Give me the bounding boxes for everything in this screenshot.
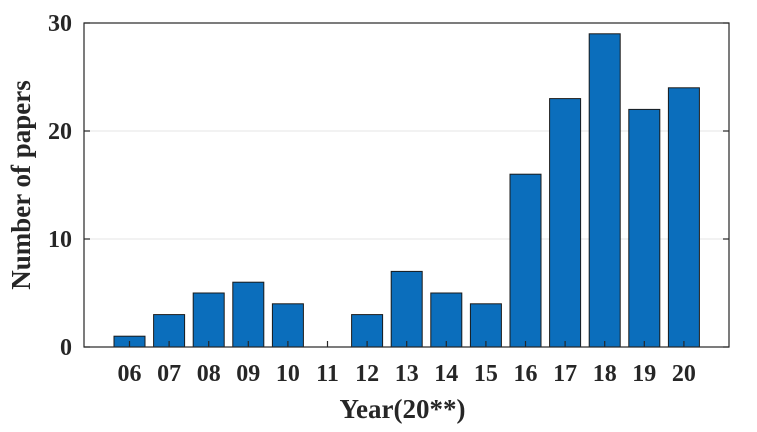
x-tick-label-16: 16 [514,361,538,387]
x-tick-label-17: 17 [553,361,577,387]
y-tick-label: 30 [48,11,72,37]
x-tick-label-20: 20 [672,361,696,387]
bar-14 [430,292,463,348]
bar-10 [271,303,304,348]
x-tick-label-06: 06 [118,361,142,387]
y-tick-label: 10 [48,227,72,253]
y-tick-label: 20 [48,119,72,145]
bar-08 [192,292,225,348]
x-tick-label-08: 08 [197,361,221,387]
bar-18 [588,33,621,348]
bars [113,33,700,348]
bar-13 [390,270,423,348]
bar-19 [628,108,661,348]
y-tick-label: 0 [60,335,72,361]
x-axis-title: Year(20**) [340,394,466,424]
grid-lines [84,130,729,240]
x-tick-label-07: 07 [157,361,181,387]
x-tick-label-09: 09 [236,361,260,387]
y-axis-title: Number of papers [6,80,36,290]
x-tick-label-10: 10 [276,361,300,387]
x-tick-label-12: 12 [355,361,379,387]
bar-20 [667,87,700,348]
bar-15 [469,303,502,348]
x-tick-label-18: 18 [593,361,617,387]
x-tick-label-14: 14 [434,361,458,387]
bar-09 [232,281,265,348]
x-axis-ticks: 06 07 08 09 10 11 12 13 14 15 16 17 18 19 20 [118,341,696,387]
x-tick-label-11: 11 [316,361,339,387]
y-axis-ticks: 0 10 20 30 [48,11,729,361]
x-tick-label-15: 15 [474,361,498,387]
bar-17 [549,98,582,348]
x-tick-label-13: 13 [395,361,419,387]
bar-16 [509,173,542,348]
x-tick-label-19: 19 [632,361,656,387]
